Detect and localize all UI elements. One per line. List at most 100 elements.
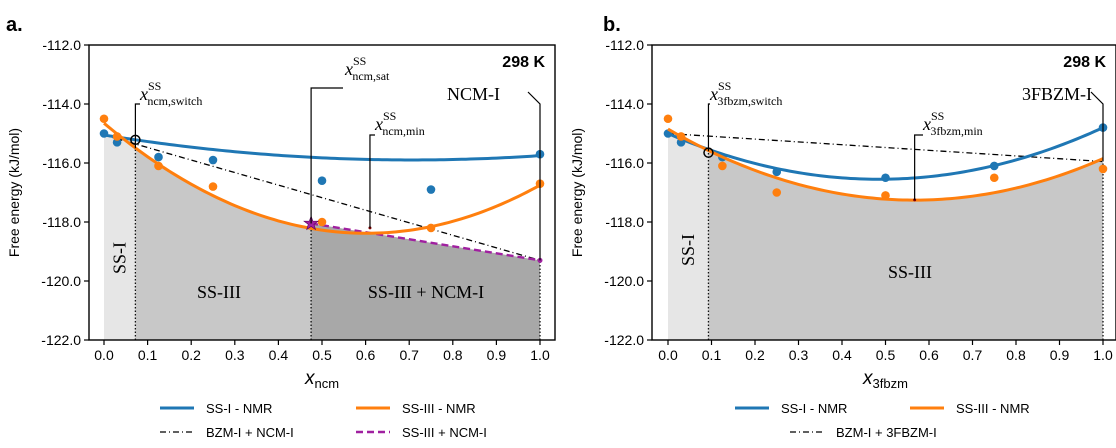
legend-item: BZM-I + NCM-I — [160, 425, 294, 440]
tie-line-2 — [103, 134, 541, 261]
y-tick-label: -120.0 — [41, 273, 81, 289]
y-tick-label: -122.0 — [41, 332, 81, 348]
data-point-0-1 — [676, 138, 686, 147]
x-tick-label: 0.3 — [225, 347, 245, 363]
x-tick-label: 0.8 — [443, 347, 463, 363]
legend-label: SS-I - NMR — [206, 401, 272, 416]
annotation-leader — [527, 91, 541, 261]
region-label-ss-iii-ncm-i: SS-III + NCM-I — [368, 282, 484, 302]
y-tick-label: -112.0 — [605, 37, 644, 53]
data-point-1-0 — [663, 114, 673, 124]
annotation-leader — [310, 87, 343, 224]
data-point-0-4 — [317, 176, 327, 185]
region-ss-i-fill — [104, 134, 136, 340]
axes-frame — [651, 44, 1116, 341]
x-tick-label: 0.2 — [181, 347, 201, 363]
region-ss-iii-fill — [135, 147, 312, 340]
plot-area — [99, 114, 545, 340]
x-tick-label: 1.0 — [530, 347, 550, 363]
x-tick-label: 0.7 — [399, 347, 419, 363]
x-axis-label: x3fbzm — [862, 368, 908, 391]
legend-label: SS-III - NMR — [956, 401, 1030, 416]
region-label-ss-i: SS-I — [678, 234, 698, 266]
y-tick-label: -120.0 — [604, 273, 644, 289]
y-axis-label: Free energy (kJ/mol) — [569, 128, 585, 257]
x-tick-label: 0.1 — [702, 347, 722, 363]
x-tick-label: 0.5 — [312, 347, 332, 363]
data-point-1-1 — [112, 132, 122, 141]
tie-line-3 — [310, 222, 541, 262]
data-point-0-3 — [772, 167, 782, 177]
data-point-0-1 — [112, 138, 122, 147]
x-tick-label: 1.0 — [1093, 347, 1113, 363]
annotation-leader — [134, 103, 140, 149]
annotation-label: NCM-I — [447, 84, 500, 104]
region-ss-iii-ncm-i-fill — [311, 223, 540, 340]
y-tick-label: -116.0 — [605, 155, 644, 171]
x-tick-label: 0.8 — [1006, 347, 1026, 363]
y-tick-label: -114.0 — [42, 96, 81, 112]
x-tick-label: 0.0 — [94, 347, 114, 363]
data-point-1-1 — [676, 132, 686, 141]
region-ss-iii-fill — [708, 150, 1103, 340]
legend-item: SS-III - NMR — [910, 401, 1030, 416]
plot-area — [663, 114, 1108, 340]
x-tick-label: 0.2 — [745, 347, 765, 363]
data-point-1-5 — [989, 173, 999, 183]
region-ss-i-fill — [668, 133, 709, 340]
x-tick-label: 0.3 — [789, 347, 809, 363]
annotation-label: 3FBZM-I — [1022, 84, 1092, 104]
data-point-0-0 — [99, 129, 109, 138]
legend-item: SS-III - NMR — [356, 401, 476, 416]
data-point-0-5 — [989, 161, 999, 171]
y-tick-label: -118.0 — [605, 214, 644, 230]
region-label-ss-iii: SS-III — [888, 262, 932, 282]
panel-label: a. — [6, 14, 23, 36]
region-label-ss-i: SS-I — [110, 242, 130, 274]
y-tick-label: -122.0 — [604, 332, 644, 348]
data-point-1-4 — [317, 217, 327, 227]
annotation-label: xSS ncm,min — [374, 109, 425, 138]
legend-item: SS-I - NMR — [160, 401, 272, 416]
legend-label: SS-III - NMR — [402, 401, 476, 416]
y-axis-label: Free energy (kJ/mol) — [6, 128, 22, 257]
y-tick-label: -116.0 — [42, 155, 81, 171]
legend-label: SS-I - NMR — [781, 401, 847, 416]
annotation-leader — [707, 103, 710, 152]
x-tick-label: 0.6 — [356, 347, 376, 363]
x-tick-label: 0.4 — [269, 347, 289, 363]
x-tick-label: 0.9 — [487, 347, 507, 363]
data-point-0-4 — [881, 173, 890, 183]
x-tick-label: 0.7 — [963, 347, 983, 363]
x-tick-label: 0.1 — [138, 347, 158, 363]
data-point-0-3 — [208, 155, 218, 165]
data-point-1-5 — [426, 223, 436, 233]
legend-label: BZM-I + 3FBZM-I — [836, 425, 937, 440]
chart-panel-a: -112.0 -114.0 -116.0 -118.0 -120.0 -122.0 0.0 0… — [6, 14, 556, 440]
legend-item: SS-III + NCM-I — [356, 425, 487, 440]
x-axis-label: xncm — [304, 368, 339, 391]
y-tick-label: -118.0 — [42, 214, 81, 230]
legend-item: BZM-I + 3FBZM-I — [790, 425, 937, 440]
data-point-1-2 — [718, 161, 727, 171]
x-tick-label: 0.4 — [832, 347, 852, 363]
annotation-label: xSS ncm,switch — [139, 79, 202, 108]
annotation-leader — [1090, 91, 1104, 162]
chart-panel-b: -112.0 -114.0 -116.0 -118.0 -120.0 -122.0 0.0 0… — [569, 14, 1116, 440]
legend-label: BZM-I + NCM-I — [206, 425, 294, 440]
data-point-1-2 — [154, 161, 163, 171]
x-tick-label: 0.5 — [876, 347, 896, 363]
annotation-leader — [369, 134, 375, 228]
data-point-0-5 — [426, 185, 436, 194]
x-tick-label: 0.0 — [658, 347, 678, 363]
data-point-1-3 — [208, 182, 218, 191]
annotation-label: xSS ncm,sat — [344, 54, 390, 83]
temperature-label: 298 K — [502, 54, 545, 71]
data-point-1-6 — [1098, 164, 1108, 174]
x-tick-label: 0.6 — [919, 347, 939, 363]
data-point-1-4 — [881, 191, 890, 200]
fit-curve-0 — [103, 133, 541, 162]
data-point-1-0 — [99, 114, 109, 124]
temperature-label: 298 K — [1063, 54, 1106, 71]
